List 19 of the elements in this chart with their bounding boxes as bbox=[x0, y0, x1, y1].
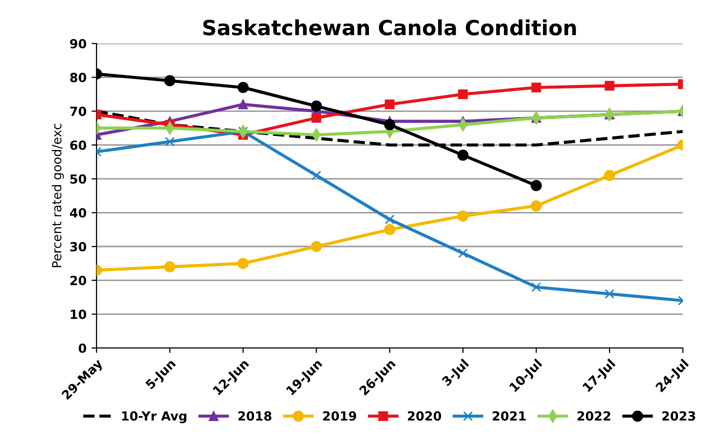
legend-label: 2020 bbox=[408, 411, 442, 421]
legend-label: 2019 bbox=[323, 411, 356, 421]
y-tick-label: 60 bbox=[70, 140, 86, 150]
y-tick-label: 90 bbox=[70, 38, 86, 48]
y-axis-title: Percent rated good/exc bbox=[52, 124, 64, 268]
legend-label: 2018 bbox=[238, 411, 272, 421]
y-tick-label: 30 bbox=[70, 242, 86, 252]
y-tick-label: 10 bbox=[70, 310, 86, 320]
y-tick-label: 20 bbox=[70, 276, 86, 286]
y-tick-label: 50 bbox=[70, 174, 86, 184]
legend-label: 2021 bbox=[492, 411, 526, 421]
legend-label: 10-Yr Avg bbox=[122, 411, 186, 424]
y-tick-label: 70 bbox=[70, 106, 86, 116]
y-tick-label: 0 bbox=[78, 343, 86, 353]
y-tick-label: 80 bbox=[70, 72, 86, 82]
legend-label: 2022 bbox=[578, 411, 610, 421]
legend-label: 2023 bbox=[662, 411, 696, 421]
y-tick-label: 40 bbox=[70, 208, 86, 218]
chart-title: Saskatchewan Canola Condition bbox=[203, 19, 576, 36]
